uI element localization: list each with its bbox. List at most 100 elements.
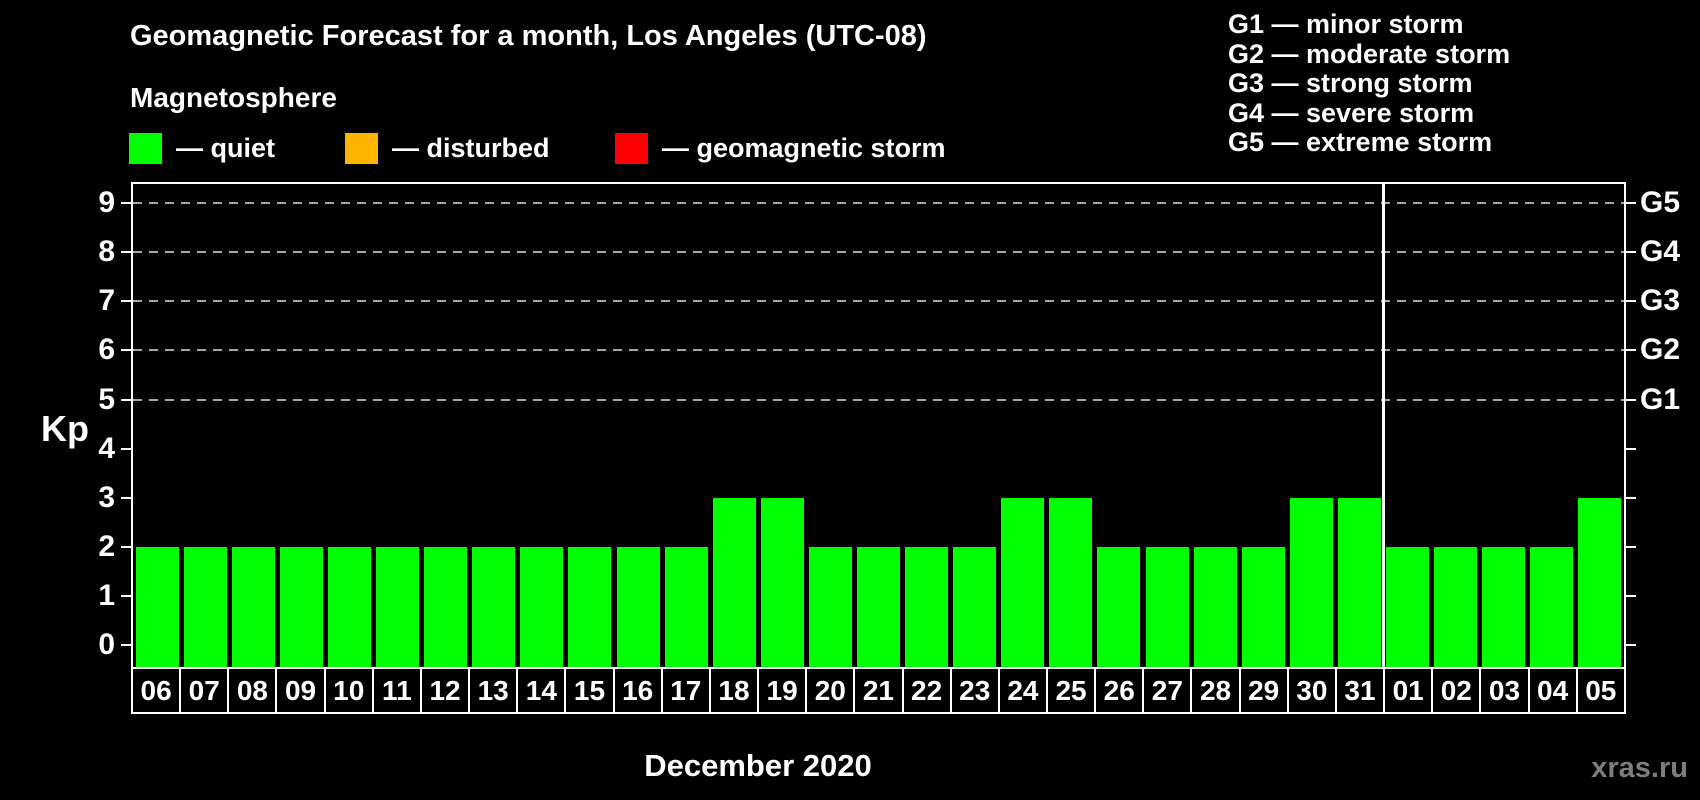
y-tick-left [121,594,131,597]
kp-bar-day-08 [231,546,275,667]
kp-bar-day-11 [376,546,420,667]
day-cell-31: 31 [1334,669,1383,712]
kp-bar-day-10 [327,546,371,667]
y-tick-right [1626,202,1636,205]
right-axis-label-G3: G3 [1640,284,1681,318]
legend-item: — quiet [129,132,275,164]
right-axis-label-G2: G2 [1640,333,1681,367]
day-cell-03: 03 [1479,669,1527,712]
y-tick-right [1626,594,1636,597]
storm-scale-line: G1 — minor storm [1228,9,1464,39]
y-tick-left [121,251,131,254]
y-tick-left [121,496,131,499]
y-tick-left [121,398,131,401]
y-tick-left [121,447,131,450]
kp-bar-day-16 [616,546,660,667]
kp-bar-day-23 [953,546,997,667]
gridline-kp6 [133,349,1624,352]
kp-bar-day-07 [183,546,227,667]
storm-swatch [615,132,648,164]
kp-bar-day-01 [1386,546,1430,667]
day-cell-08: 08 [227,669,275,712]
y-axis-title: Kp [41,408,89,449]
y-tick-right [1626,349,1636,352]
y-tick-right [1626,398,1636,401]
day-cell-22: 22 [901,669,950,712]
day-cell-01: 01 [1383,669,1431,712]
y-axis-label: 9 [98,186,115,220]
kp-bar-day-04 [1530,546,1574,667]
kp-bar-day-03 [1482,546,1526,667]
day-cell-27: 27 [1142,669,1190,712]
storm-scale-line: G2 — moderate storm [1228,38,1511,69]
kp-bar-day-05 [1578,497,1622,667]
month-label: December 2020 [644,748,872,783]
month-separator [1382,184,1386,667]
kp-color-legend: — quiet — disturbed — geomagnetic storm [129,132,1129,166]
disturbed-swatch [345,132,378,164]
y-tick-right [1626,447,1636,450]
y-tick-right [1626,300,1636,303]
legend-label: — geomagnetic storm [662,133,946,163]
day-cell-18: 18 [708,669,757,712]
y-axis-label: 6 [98,333,115,367]
y-tick-left [121,545,131,548]
y-axis-label: 0 [98,628,115,661]
y-tick-right [1626,545,1636,548]
kp-bar-day-19 [760,497,804,667]
kp-bar-day-24 [1001,497,1045,667]
plot-area: Kp 0 1 2 3 4 5 6 7 8 9 G1 G2 G3 G4 G5 [41,182,1680,669]
kp-bar-day-13 [472,546,516,667]
day-cell-23: 23 [949,669,998,712]
gridline-kp8 [133,251,1624,254]
kp-bar-day-27 [1145,546,1189,667]
kp-bar-day-31 [1337,497,1381,667]
kp-bar-day-02 [1434,546,1478,667]
right-axis-label-G5: G5 [1640,186,1681,220]
y-axis-label: 7 [98,284,115,318]
kp-bar-day-30 [1289,497,1333,667]
day-cell-02: 02 [1431,669,1479,712]
y-axis-label: 3 [98,480,115,514]
kp-bar-day-12 [424,546,468,667]
day-cell-26: 26 [1094,669,1142,712]
kp-bar-day-14 [520,546,564,667]
day-cell-14: 14 [516,669,564,712]
kp-bar-day-21 [857,546,900,667]
storm-scale-line: G5 — extreme storm [1228,127,1493,158]
y-axis-label: 1 [98,578,115,612]
day-cell-12: 12 [419,669,468,712]
legend-label: — disturbed [392,133,550,163]
kp-bar-day-18 [712,497,756,667]
kp-bar-day-29 [1241,546,1285,667]
day-cell-24: 24 [997,669,1046,712]
y-axis-label: 2 [98,529,115,563]
day-cell-21: 21 [853,669,901,712]
day-cell-07: 07 [179,669,227,712]
storm-scale-line: G3 — strong storm [1228,68,1473,99]
day-cell-11: 11 [371,669,420,712]
page-title: Geomagnetic Forecast for a month, Los An… [130,20,927,52]
day-cell-30: 30 [1286,669,1335,712]
gridline-kp7 [133,300,1624,303]
legend-item: — geomagnetic storm [615,132,946,164]
y-axis-label: 4 [98,431,115,465]
day-cell-06: 06 [140,674,172,706]
day-cell-13: 13 [468,669,516,712]
storm-scale-legend: G1 — minor storm G2 — moderate storm G3 — … [1228,9,1511,158]
kp-bar-day-15 [568,546,612,667]
kp-bar-day-28 [1193,546,1237,667]
day-cell-29: 29 [1238,669,1287,712]
kp-bar-day-06 [135,546,179,667]
y-tick-right [1626,496,1636,499]
y-axis-label: 8 [98,235,115,269]
day-cell-05: 05 [1575,669,1624,712]
kp-bar-day-09 [279,546,323,667]
day-cell-04: 04 [1527,669,1576,712]
legend-label: — quiet [176,133,275,163]
day-cell-09: 09 [275,669,323,712]
y-axis-label: 5 [98,382,115,416]
kp-bar-day-20 [808,546,852,667]
day-cell-15: 15 [564,669,612,712]
